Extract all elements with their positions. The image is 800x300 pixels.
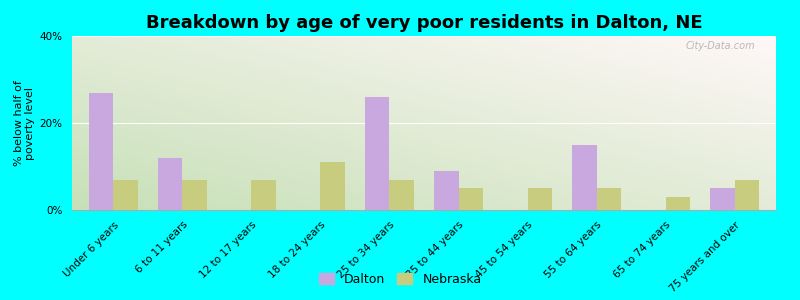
Legend: Dalton, Nebraska: Dalton, Nebraska <box>314 268 486 291</box>
Title: Breakdown by age of very poor residents in Dalton, NE: Breakdown by age of very poor residents … <box>146 14 702 32</box>
Bar <box>182 179 206 210</box>
Bar <box>666 197 690 210</box>
Bar <box>114 179 138 210</box>
Bar <box>458 188 482 210</box>
Bar <box>321 162 345 210</box>
Bar <box>390 179 414 210</box>
Bar <box>527 188 552 210</box>
Bar <box>251 179 276 210</box>
Bar <box>597 188 621 210</box>
Bar <box>710 188 734 210</box>
Bar <box>366 97 390 210</box>
Bar <box>434 171 458 210</box>
Bar <box>734 179 758 210</box>
Bar <box>90 93 114 210</box>
Text: City-Data.com: City-Data.com <box>686 41 755 51</box>
Bar <box>158 158 182 210</box>
Y-axis label: % below half of
poverty level: % below half of poverty level <box>14 80 35 166</box>
Bar <box>572 145 597 210</box>
